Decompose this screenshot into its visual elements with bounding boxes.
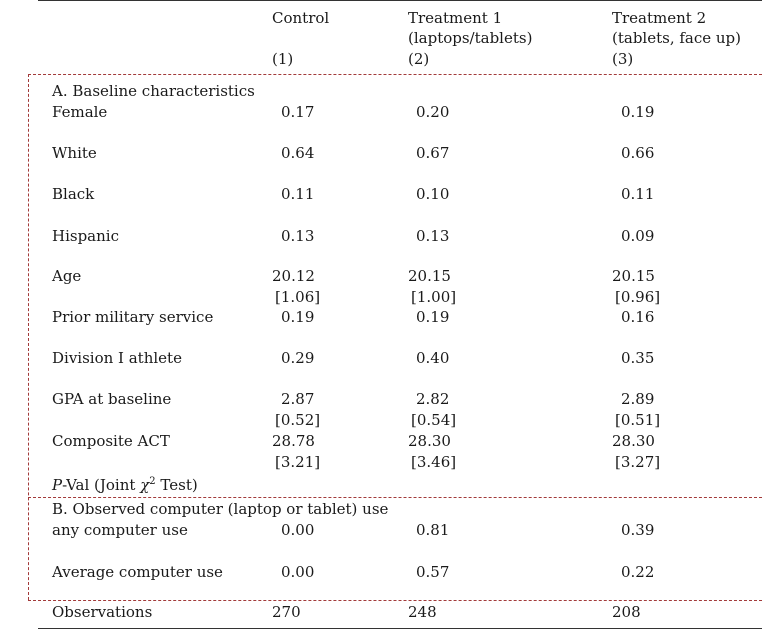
cell-treatment2: 0.09 <box>621 227 655 245</box>
cell-control: 270 <box>272 603 301 621</box>
cell-control: 0.19 <box>281 308 315 326</box>
cell-control-se: [3.21] <box>275 453 321 471</box>
cell-control: 0.00 <box>281 563 315 581</box>
cell-treatment1-se: [3.46] <box>411 453 457 471</box>
cell-treatment2: 0.66 <box>621 144 655 162</box>
cell-treatment1: 0.67 <box>416 144 450 162</box>
cell-treatment2: 20.15 <box>612 267 655 285</box>
cell-control-se: [0.52] <box>275 411 321 429</box>
row-label: Composite ACT <box>52 432 170 450</box>
row-label: Prior military service <box>52 308 214 326</box>
row-label: Age <box>52 267 82 285</box>
cell-treatment1: 0.57 <box>416 563 450 581</box>
cell-control-se: [1.06] <box>275 288 321 306</box>
top-rule <box>38 0 762 1</box>
cell-control: 0.17 <box>281 103 315 121</box>
pval-p: P <box>52 476 63 494</box>
left-dashed-border <box>28 74 29 600</box>
cell-treatment2: 0.35 <box>621 349 655 367</box>
row-label: Observations <box>52 603 153 621</box>
col2-subheader: (laptops/tablets) <box>408 29 533 47</box>
cell-treatment1: 0.19 <box>416 308 450 326</box>
row-label: Average computer use <box>52 563 223 581</box>
cell-treatment1: 28.30 <box>408 432 451 450</box>
pval-row-label: P-Val (Joint χ2 Test) <box>52 473 198 494</box>
cell-treatment1: 0.13 <box>416 227 450 245</box>
cell-treatment2: 28.30 <box>612 432 655 450</box>
cell-control: 2.87 <box>281 390 315 408</box>
row-label: Division I athlete <box>52 349 182 367</box>
pval-text-b: Test) <box>155 476 198 494</box>
cell-control: 0.00 <box>281 521 315 539</box>
panel-a-title: A. Baseline characteristics <box>52 82 255 100</box>
cell-treatment1: 2.82 <box>416 390 450 408</box>
cell-treatment1: 20.15 <box>408 267 451 285</box>
col1-header: Control <box>272 9 330 27</box>
cell-treatment2-se: [3.27] <box>615 453 661 471</box>
col2-number: (2) <box>408 50 430 68</box>
cell-treatment2: 0.39 <box>621 521 655 539</box>
cell-treatment2-se: [0.96] <box>615 288 661 306</box>
cell-treatment1: 248 <box>408 603 437 621</box>
row-label: any computer use <box>52 521 188 539</box>
bottom-rule <box>38 628 762 629</box>
row-label: Female <box>52 103 108 121</box>
chi-superscript: 2 <box>149 476 156 487</box>
panel-b-top-rule <box>28 497 762 498</box>
cell-treatment1: 0.81 <box>416 521 450 539</box>
panel-b-bottom-rule <box>28 600 762 601</box>
cell-treatment2: 0.11 <box>621 185 655 203</box>
cell-treatment1: 0.20 <box>416 103 450 121</box>
cell-control: 28.78 <box>272 432 315 450</box>
pval-text-a: -Val (Joint <box>62 476 141 494</box>
row-label: Hispanic <box>52 227 119 245</box>
cell-control: 0.64 <box>281 144 315 162</box>
cell-treatment2: 208 <box>612 603 641 621</box>
cell-treatment2: 0.22 <box>621 563 655 581</box>
col3-number: (3) <box>612 50 634 68</box>
row-label: White <box>52 144 97 162</box>
cell-treatment1-se: [1.00] <box>411 288 457 306</box>
cell-treatment1: 0.10 <box>416 185 450 203</box>
col3-subheader: (tablets, face up) <box>612 29 742 47</box>
col3-header: Treatment 2 <box>612 9 707 27</box>
cell-control: 0.11 <box>281 185 315 203</box>
cell-treatment2: 2.89 <box>621 390 655 408</box>
cell-treatment2: 0.16 <box>621 308 655 326</box>
panel-a-top-rule <box>28 74 762 75</box>
col1-number: (1) <box>272 50 294 68</box>
cell-control: 20.12 <box>272 267 315 285</box>
cell-control: 0.13 <box>281 227 315 245</box>
panel-b-title: B. Observed computer (laptop or tablet) … <box>52 500 389 518</box>
chi-symbol: χ <box>140 476 150 494</box>
cell-treatment1: 0.40 <box>416 349 450 367</box>
row-label: Black <box>52 185 95 203</box>
cell-control: 0.29 <box>281 349 315 367</box>
col2-header: Treatment 1 <box>408 9 503 27</box>
cell-treatment2: 0.19 <box>621 103 655 121</box>
row-label: GPA at baseline <box>52 390 172 408</box>
cell-treatment1-se: [0.54] <box>411 411 457 429</box>
cell-treatment2-se: [0.51] <box>615 411 661 429</box>
